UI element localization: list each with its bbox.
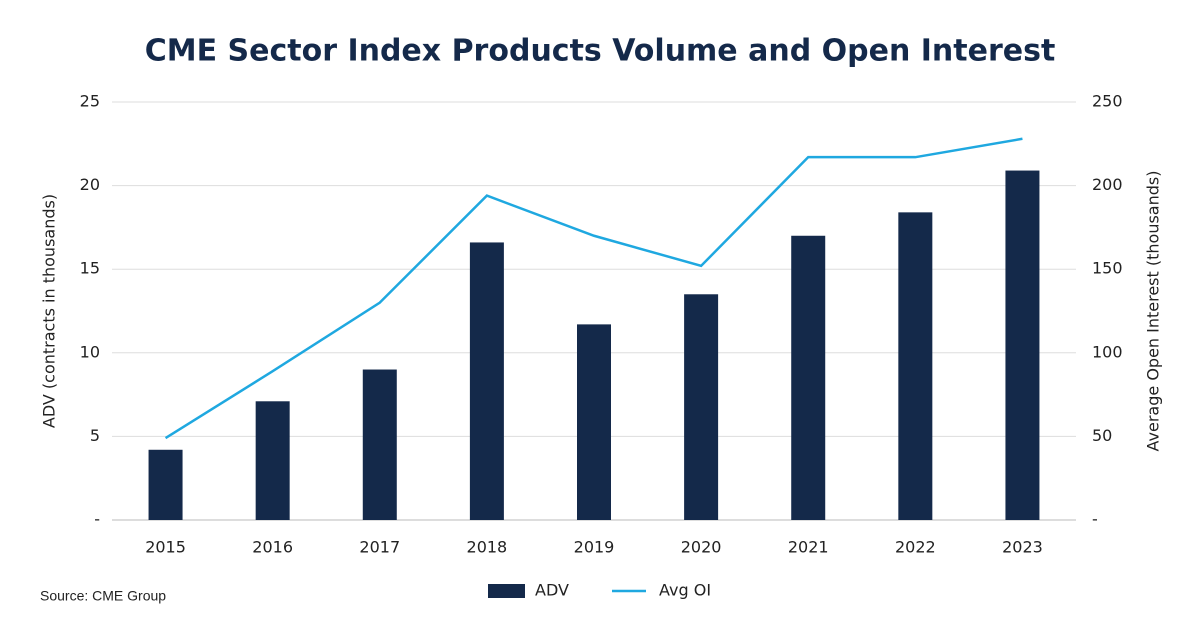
bar	[791, 235, 826, 520]
y2-tick-label: 250	[1092, 92, 1123, 111]
x-tick-label: 2016	[252, 538, 293, 557]
chart-title: CME Sector Index Products Volume and Ope…	[145, 34, 1056, 69]
bar	[362, 369, 397, 520]
y-tick-label: 20	[80, 175, 100, 194]
y-tick-label: 5	[90, 426, 100, 445]
x-tick-label: 2020	[681, 538, 722, 557]
x-tick-label: 2022	[895, 538, 936, 557]
y-tick-label: 10	[80, 342, 100, 361]
bar	[148, 449, 183, 520]
bar	[255, 401, 290, 520]
y-tick-label: -	[94, 510, 100, 529]
y-axis-label: ADV (contracts in thousands)	[40, 194, 59, 428]
y2-tick-label: 50	[1092, 426, 1112, 445]
source-note: Source: CME Group	[40, 588, 166, 604]
x-tick-label: 2023	[1002, 538, 1043, 557]
y-tick-label: 15	[80, 259, 100, 278]
y2-tick-label: -	[1092, 510, 1098, 529]
bar	[684, 294, 719, 520]
y2-tick-label: 100	[1092, 342, 1123, 361]
legend-label: Avg OI	[659, 581, 711, 600]
bar	[469, 242, 504, 520]
bar	[898, 212, 933, 521]
x-tick-label: 2019	[574, 538, 615, 557]
x-tick-label: 2021	[788, 538, 829, 557]
y2-tick-label: 200	[1092, 175, 1123, 194]
x-tick-label: 2018	[467, 538, 508, 557]
y2-axis-label: Average Open Interest (thousands)	[1144, 171, 1163, 452]
legend-swatch	[488, 584, 525, 598]
bar	[1005, 170, 1040, 520]
x-tick-label: 2015	[145, 538, 186, 557]
y2-tick-label: 150	[1092, 259, 1123, 278]
bar	[577, 324, 611, 520]
legend-label: ADV	[535, 581, 569, 600]
line-series	[164, 137, 1023, 440]
x-tick-label: 2017	[359, 538, 400, 557]
y-tick-label: 25	[80, 92, 100, 111]
